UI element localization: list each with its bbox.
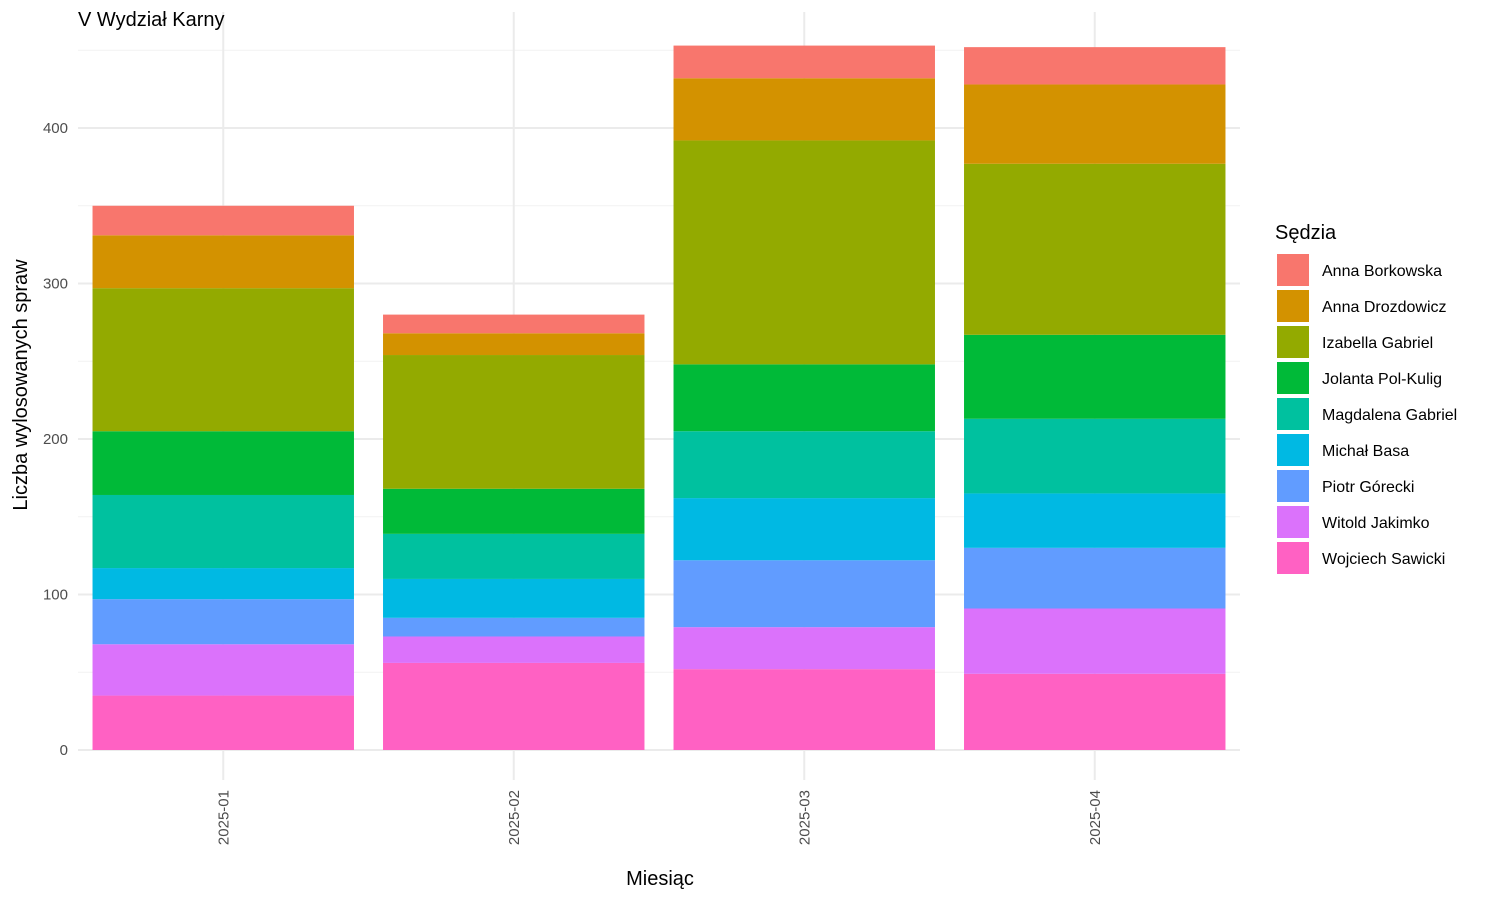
bar-segment xyxy=(673,560,935,628)
x-axis-title: Miesiąc xyxy=(626,868,694,890)
legend-swatch xyxy=(1277,542,1309,574)
x-tick-label: 2025-02 xyxy=(506,790,523,845)
bar-segment xyxy=(964,47,1226,85)
legend-swatch xyxy=(1277,470,1309,502)
y-tick-label: 100 xyxy=(43,587,68,604)
bar-segment xyxy=(92,644,354,696)
bar-segment xyxy=(964,334,1226,419)
bar-segment xyxy=(964,547,1226,609)
bar-segment xyxy=(383,488,645,534)
bar-segment xyxy=(92,288,354,432)
bar-segment xyxy=(673,364,935,432)
legend-title: Sędzia xyxy=(1275,222,1337,244)
y-tick-label: 200 xyxy=(43,431,68,448)
y-tick-labels: 0 100 200 300 400 xyxy=(43,120,68,759)
bar-segment xyxy=(383,578,645,618)
legend: Sędzia Anna Borkowska Anna Drozdowicz Izab… xyxy=(1275,222,1457,574)
bar-segment xyxy=(92,431,354,495)
bar-segment xyxy=(964,493,1226,548)
bar-segment xyxy=(964,673,1226,750)
bar-segment xyxy=(92,494,354,569)
bar-segment xyxy=(964,608,1226,674)
legend-label: Anna Borkowska xyxy=(1322,263,1442,280)
x-tick-labels: 2025-01 2025-02 2025-03 2025-04 xyxy=(215,790,1104,845)
bar-segment xyxy=(964,84,1226,164)
bar-segment xyxy=(92,599,354,645)
legend-swatch xyxy=(1277,362,1309,394)
bar-segment xyxy=(673,669,935,750)
bar-segment xyxy=(673,140,935,365)
bar-segment xyxy=(92,205,354,236)
bar-segment xyxy=(383,636,645,663)
bar-segment xyxy=(964,163,1226,335)
bar-segment xyxy=(383,355,645,489)
bars xyxy=(92,45,1226,750)
legend-swatch xyxy=(1277,254,1309,286)
legend-swatch xyxy=(1277,434,1309,466)
bar-segment xyxy=(383,533,645,579)
y-tick-label: 400 xyxy=(43,120,68,137)
legend-label: Witold Jakimko xyxy=(1322,515,1430,532)
y-tick-label: 0 xyxy=(60,742,68,759)
legend-label: Magdalena Gabriel xyxy=(1322,407,1457,424)
bar-segment xyxy=(383,314,645,334)
x-tick-label: 2025-01 xyxy=(215,790,232,845)
legend-label: Anna Drozdowicz xyxy=(1322,299,1447,316)
y-tick-label: 300 xyxy=(43,276,68,293)
x-tick-label: 2025-04 xyxy=(1087,790,1104,845)
bar-segment xyxy=(92,568,354,600)
legend-label: Jolanta Pol-Kulig xyxy=(1322,371,1442,388)
legend-swatch xyxy=(1277,326,1309,358)
legend-swatch xyxy=(1277,398,1309,430)
legend-swatch xyxy=(1277,290,1309,322)
y-axis-title: Liczba wylosowanych spraw xyxy=(10,259,32,511)
bar-segment xyxy=(964,418,1226,494)
legend-label: Wojciech Sawicki xyxy=(1322,551,1445,568)
bar-segment xyxy=(673,627,935,670)
legend-label: Izabella Gabriel xyxy=(1322,335,1433,352)
chart-title: V Wydział Karny xyxy=(78,9,225,31)
bar-segment xyxy=(673,45,935,79)
bar-segment xyxy=(92,695,354,750)
bar-segment xyxy=(673,78,935,141)
bar-segment xyxy=(92,235,354,289)
bar-segment xyxy=(383,333,645,356)
legend-label: Michał Basa xyxy=(1322,443,1409,460)
legend-label: Piotr Górecki xyxy=(1322,479,1414,496)
legend-swatch xyxy=(1277,506,1309,538)
bar-segment xyxy=(383,662,645,750)
bar-segment xyxy=(673,431,935,499)
bar-segment xyxy=(383,617,645,637)
bar-segment xyxy=(673,498,935,561)
x-tick-label: 2025-03 xyxy=(796,790,813,845)
